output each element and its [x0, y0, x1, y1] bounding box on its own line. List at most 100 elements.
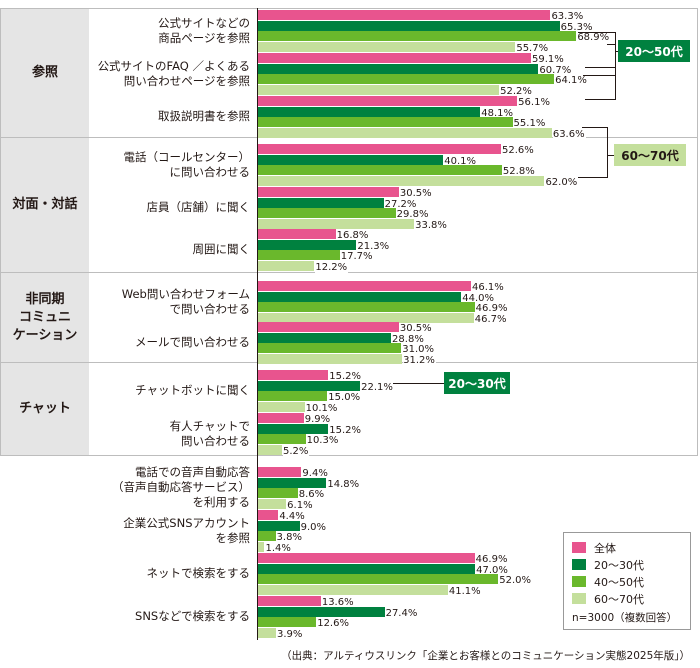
value-label: 13.6%: [321, 597, 355, 608]
category-label: 非同期 コミュニ ケーション: [1, 273, 89, 362]
bar: [258, 628, 277, 639]
source-caption: （出典：アルティウスリンク「企業とお客様とのコミュニケーション実態2025年版」…: [281, 650, 690, 662]
item-label: ネットで検索をする: [146, 566, 251, 580]
bar: [258, 53, 532, 63]
bar: [258, 332, 392, 343]
value-label: 3.9%: [277, 629, 304, 641]
item-label: 電話での音声自動応答 （音声自動応答サービス） を利用する: [112, 465, 250, 509]
annotation-connector-line: [578, 177, 608, 178]
value-label: 52.8%: [502, 166, 536, 178]
legend: 全体 20～30代 40～50代 60～70代 n=3000（複数回答）: [563, 532, 691, 630]
bar: [258, 542, 265, 553]
annotation-connector-line: [615, 51, 618, 52]
bar: [258, 434, 306, 445]
item-label: 公式サイトなどの 商品ページを参照: [158, 15, 250, 45]
value-label: 52.6%: [502, 145, 535, 156]
annotation-connector-line: [585, 66, 615, 68]
legend-swatch: [572, 542, 586, 553]
bar: [258, 617, 317, 628]
category-label: チャット: [1, 363, 89, 455]
bar: [258, 176, 545, 187]
bar: [258, 165, 502, 176]
item-label: 店員（店舗）に聞く: [146, 200, 251, 214]
bar: [258, 229, 336, 239]
value-label: 16.8%: [336, 230, 370, 241]
bar: [258, 187, 399, 197]
bar: [258, 313, 474, 324]
value-label: 15.2%: [329, 424, 362, 436]
value-label: 30.5%: [399, 323, 433, 334]
value-label: 31.0%: [402, 344, 435, 356]
value-label: 65.3%: [560, 21, 594, 33]
item-label: 電話（コールセンター） に問い合わせる: [123, 149, 251, 179]
legend-swatch: [572, 559, 586, 570]
value-label: 46.1%: [471, 282, 505, 293]
annotation-badge-60-70: 60～70代: [614, 144, 686, 166]
annotation-connector-line: [393, 383, 444, 384]
value-label: 59.1%: [532, 54, 565, 65]
item-label: SNSなどで検索をする: [135, 609, 250, 623]
section-2: 非同期 コミュニ ケーション: [0, 272, 698, 362]
section-1: 対面・対話: [0, 137, 698, 272]
bar: [258, 510, 279, 520]
bar: [258, 31, 577, 42]
value-label: 46.9%: [475, 554, 509, 565]
bar: [258, 402, 305, 413]
item-label: チャットボットに聞く: [135, 383, 250, 397]
value-label: 47.0%: [476, 564, 509, 576]
bar: [258, 596, 321, 606]
value-label: 9.0%: [300, 521, 327, 533]
legend-item: 60～70代: [572, 590, 682, 607]
bar: [258, 117, 513, 128]
bar: [258, 354, 403, 365]
bar: [258, 413, 304, 423]
item-label: 周囲に聞く: [192, 242, 251, 256]
bar: [258, 219, 415, 230]
bar: [258, 20, 560, 31]
category-label: 参照: [1, 9, 89, 137]
bar: [258, 343, 402, 354]
sample-note: n=3000（複数回答）: [572, 612, 678, 624]
value-label: 33.8%: [415, 220, 448, 232]
value-label: 56.1%: [518, 97, 551, 108]
bar: [258, 106, 481, 117]
bar: [258, 445, 283, 456]
value-label: 29.8%: [396, 209, 430, 221]
bar: [258, 261, 315, 272]
bar: [258, 585, 448, 596]
value-label: 22.1%: [361, 381, 394, 393]
annotation-badge-20-50: 20～50代: [618, 40, 690, 62]
value-label: 44.0%: [462, 292, 496, 304]
bar: [258, 85, 500, 96]
bar: [258, 380, 361, 391]
y-axis-line: [257, 8, 258, 640]
bar: [258, 488, 298, 499]
value-label: 5.2%: [283, 446, 310, 458]
category-label: 対面・対話: [1, 138, 89, 272]
value-label: 68.9%: [577, 32, 611, 44]
bar: [258, 250, 340, 261]
item-label: 公式サイトのFAQ ／よくある 問い合わせページを参照: [97, 58, 250, 88]
value-label: 46.9%: [475, 303, 509, 315]
bar: [258, 128, 552, 139]
value-label: 46.7%: [474, 314, 508, 326]
bar: [258, 74, 555, 85]
value-label: 9.4%: [302, 468, 329, 479]
value-label: 48.1%: [481, 107, 514, 119]
bar: [258, 606, 385, 617]
value-label: 15.2%: [329, 371, 362, 382]
value-label: 64.1%: [555, 75, 588, 87]
value-label: 8.6%: [298, 489, 326, 501]
legend-label: 40～50代: [594, 575, 644, 589]
bar: [258, 322, 399, 332]
bar: [258, 423, 329, 434]
value-label: 55.1%: [513, 118, 547, 130]
value-label: 21.3%: [357, 240, 391, 252]
item-label: Web問い合わせフォーム で問い合わせる: [121, 286, 250, 316]
value-label: 41.1%: [448, 586, 482, 598]
bar: [258, 291, 462, 302]
bar: [258, 96, 518, 106]
bar: [258, 10, 551, 20]
bar: [258, 63, 539, 74]
